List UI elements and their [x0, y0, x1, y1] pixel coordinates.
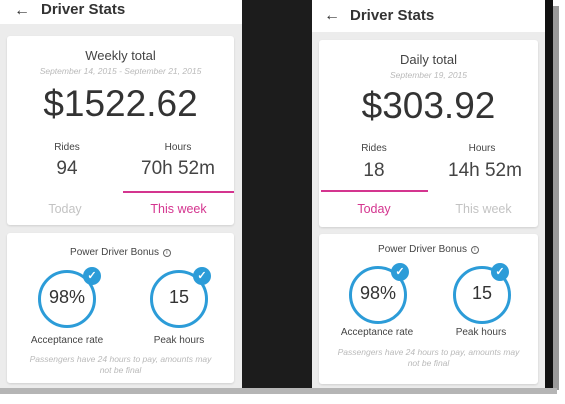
summary-heading: Daily total — [399, 52, 458, 67]
peak-hours-value: 15 — [168, 287, 190, 307]
acceptance-ring: 98% — [349, 266, 407, 324]
acceptance-label: Acceptance rate — [30, 335, 104, 346]
check-icon: ✓ — [391, 263, 409, 281]
app-bar: ← Driver Stats — [312, 0, 545, 32]
date-range: September 19, 2015 — [389, 70, 468, 80]
bonus-title: Power Driver Bonus i — [7, 247, 234, 258]
tab-today[interactable]: Today — [48, 202, 82, 216]
frame-edge — [545, 0, 553, 388]
check-icon: ✓ — [491, 263, 509, 281]
hours-label: Hours — [468, 143, 496, 154]
tab-indicator — [123, 191, 234, 193]
page-title: Driver Stats — [350, 7, 435, 24]
arrow-left-icon[interactable]: ← — [324, 7, 340, 24]
info-icon[interactable]: i — [162, 249, 171, 257]
rides-value: 18 — [363, 160, 385, 181]
bonus-card: Power Driver Bonus i 98% ✓ Acceptance rat… — [319, 234, 538, 384]
earnings-card: Weekly total September 14, 2015 - Septem… — [7, 36, 234, 225]
bonus-card: Power Driver Bonus i 98% ✓ Acceptance rat… — [7, 233, 234, 383]
earnings-card: Daily total September 19, 2015 $303.92 R… — [319, 40, 538, 227]
hours-value: 70h 52m — [141, 158, 215, 179]
rides-label: Rides — [361, 143, 387, 154]
acceptance-value: 98% — [48, 287, 86, 307]
acceptance-label: Acceptance rate — [340, 327, 414, 338]
bonus-title-text: Power Driver Bonus — [70, 247, 159, 258]
check-icon: ✓ — [83, 267, 101, 285]
payment-note: Passengers have 24 hours to pay, amounts… — [29, 354, 212, 375]
peak-hours-label: Peak hours — [455, 327, 507, 338]
bonus-title: Power Driver Bonus i — [319, 244, 538, 255]
screen-divider — [242, 0, 312, 388]
date-range: September 14, 2015 - September 21, 2015 — [39, 66, 202, 76]
tab-today[interactable]: Today — [357, 202, 391, 216]
summary-heading: Weekly total — [85, 48, 156, 63]
tab-this-week[interactable]: This week — [150, 202, 207, 216]
payment-note: Passengers have 24 hours to pay, amounts… — [337, 347, 520, 368]
acceptance-value: 98% — [359, 283, 397, 303]
peak-hours-ring: 15 — [150, 270, 208, 328]
peak-hours-value: 15 — [471, 283, 493, 303]
peak-hours-label: Peak hours — [153, 335, 205, 346]
frame-bottom-shadow — [0, 388, 557, 394]
rides-label: Rides — [54, 142, 80, 153]
rides-value: 94 — [56, 158, 78, 179]
right-screen: ← Driver Stats Daily total September 19,… — [312, 0, 545, 388]
app-bar: ← Driver Stats — [0, 0, 242, 24]
tab-this-week[interactable]: This week — [455, 202, 512, 216]
info-icon[interactable]: i — [470, 246, 479, 254]
earnings-amount: $303.92 — [361, 85, 496, 126]
tab-indicator — [321, 190, 428, 192]
arrow-left-icon[interactable]: ← — [14, 2, 30, 19]
hours-value: 14h 52m — [448, 160, 522, 181]
bonus-title-text: Power Driver Bonus — [378, 244, 467, 255]
hours-label: Hours — [164, 142, 192, 153]
frame-shadow — [553, 6, 559, 390]
earnings-amount: $1522.62 — [43, 83, 198, 124]
left-screen: ← Driver Stats Weekly total September 14… — [0, 0, 242, 388]
page-title: Driver Stats — [41, 1, 126, 18]
check-icon: ✓ — [193, 267, 211, 285]
